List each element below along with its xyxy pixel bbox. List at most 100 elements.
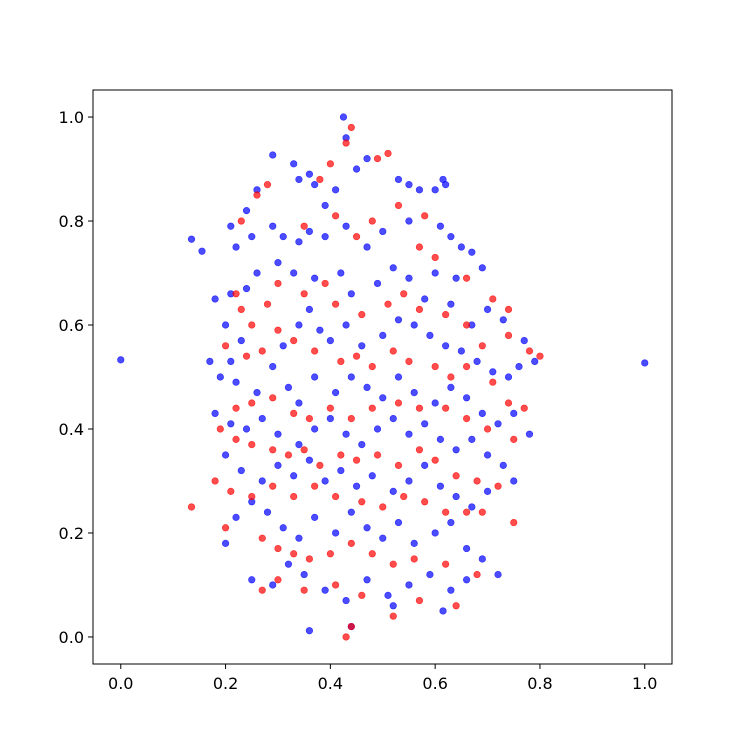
point bbox=[305, 170, 314, 178]
point bbox=[494, 420, 502, 428]
point bbox=[269, 482, 277, 490]
point bbox=[311, 181, 319, 189]
point bbox=[332, 300, 340, 308]
point bbox=[242, 352, 251, 360]
point bbox=[394, 316, 403, 324]
point bbox=[363, 243, 371, 251]
point bbox=[473, 477, 481, 485]
point bbox=[352, 352, 361, 360]
point bbox=[468, 503, 476, 511]
point bbox=[290, 337, 298, 345]
point bbox=[347, 290, 355, 298]
point bbox=[358, 311, 366, 319]
point bbox=[326, 414, 334, 423]
point bbox=[248, 440, 256, 449]
point bbox=[232, 513, 240, 521]
point bbox=[311, 425, 319, 433]
x-tick-label: 0.0 bbox=[108, 674, 133, 693]
point bbox=[326, 550, 334, 558]
point bbox=[342, 430, 350, 438]
point bbox=[368, 550, 376, 558]
point bbox=[290, 160, 298, 168]
point bbox=[473, 357, 481, 366]
point bbox=[379, 227, 387, 236]
point bbox=[311, 513, 319, 521]
point bbox=[232, 378, 240, 386]
point bbox=[394, 373, 403, 381]
point bbox=[342, 222, 350, 230]
point bbox=[468, 248, 476, 256]
point bbox=[462, 363, 471, 371]
point bbox=[510, 477, 518, 485]
point bbox=[368, 404, 376, 412]
point bbox=[269, 151, 277, 159]
point bbox=[373, 155, 382, 163]
point bbox=[337, 451, 345, 459]
y-tick-label: 0.4 bbox=[59, 420, 84, 439]
point bbox=[373, 279, 382, 288]
point bbox=[237, 217, 245, 225]
point bbox=[227, 357, 235, 366]
x-tick-label: 1.0 bbox=[632, 674, 657, 693]
point bbox=[394, 201, 403, 210]
point bbox=[274, 461, 282, 469]
point bbox=[187, 235, 196, 243]
point bbox=[520, 337, 528, 345]
point bbox=[232, 404, 240, 412]
point bbox=[389, 560, 397, 568]
point bbox=[400, 290, 408, 298]
point bbox=[421, 212, 429, 220]
point bbox=[269, 363, 277, 371]
point bbox=[368, 472, 376, 480]
point bbox=[232, 243, 240, 251]
point bbox=[415, 596, 424, 605]
point bbox=[263, 508, 272, 516]
point bbox=[379, 331, 387, 340]
point bbox=[483, 425, 492, 433]
point bbox=[211, 409, 219, 417]
point bbox=[347, 123, 355, 132]
point bbox=[316, 175, 324, 184]
point bbox=[352, 233, 361, 241]
point bbox=[347, 622, 355, 631]
point bbox=[279, 342, 287, 350]
point bbox=[258, 347, 266, 355]
point bbox=[431, 253, 439, 262]
point bbox=[457, 243, 465, 251]
point bbox=[221, 539, 230, 547]
point bbox=[206, 357, 214, 366]
point bbox=[274, 279, 282, 288]
point bbox=[452, 274, 460, 282]
point bbox=[431, 399, 439, 407]
point bbox=[431, 456, 439, 464]
point bbox=[379, 534, 387, 542]
point bbox=[531, 357, 539, 366]
point bbox=[358, 498, 366, 506]
point bbox=[248, 399, 256, 407]
point bbox=[462, 321, 471, 329]
point bbox=[248, 321, 256, 329]
point bbox=[305, 555, 314, 563]
point bbox=[274, 544, 282, 553]
point bbox=[447, 233, 455, 241]
point bbox=[379, 503, 387, 511]
point bbox=[290, 269, 298, 277]
point bbox=[258, 414, 266, 423]
point bbox=[311, 274, 319, 282]
point bbox=[263, 300, 272, 308]
point bbox=[436, 222, 445, 230]
point bbox=[389, 414, 397, 423]
point bbox=[442, 560, 450, 568]
point bbox=[326, 337, 334, 345]
point bbox=[295, 238, 303, 246]
point bbox=[373, 451, 382, 459]
point bbox=[373, 425, 382, 433]
point bbox=[305, 456, 314, 464]
point bbox=[447, 373, 455, 381]
point bbox=[221, 524, 230, 532]
y-tick-label: 0.8 bbox=[59, 212, 84, 231]
point bbox=[452, 446, 460, 454]
y-tick-label: 0.6 bbox=[59, 316, 84, 335]
point bbox=[347, 373, 355, 381]
point bbox=[415, 186, 424, 194]
